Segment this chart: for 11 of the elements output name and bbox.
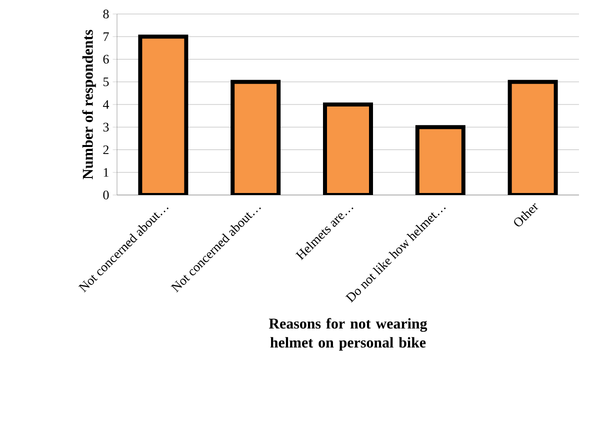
y-tick-label: 6 bbox=[103, 54, 109, 64]
x-axis-title: Reasons for not wearing helmet on personal bike bbox=[268, 318, 428, 351]
y-tick-label: 5 bbox=[104, 78, 109, 86]
y-tick-label: 8 bbox=[103, 10, 109, 18]
y-tick-label: 7 bbox=[104, 32, 109, 41]
y-axis-title: Number of respondents bbox=[82, 30, 96, 180]
y-tick-label: 4 bbox=[103, 100, 110, 109]
y-tick-label: 1 bbox=[104, 168, 108, 177]
y-tick-label: 0 bbox=[103, 190, 109, 200]
y-tick-label: 2 bbox=[103, 145, 109, 154]
y-tick-label: 3 bbox=[103, 122, 109, 132]
